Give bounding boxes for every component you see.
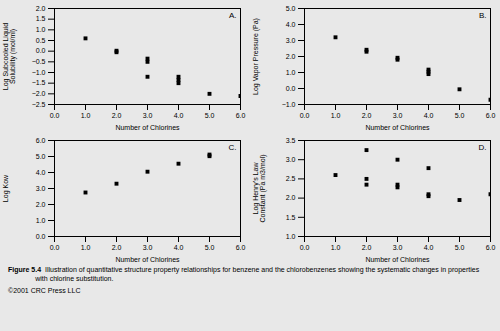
svg-text:3.0: 3.0 bbox=[393, 244, 403, 251]
svg-text:5.0: 5.0 bbox=[36, 153, 46, 160]
svg-text:0.0: 0.0 bbox=[50, 244, 60, 251]
html-text:Figure 5.4 Illustration of qua: Figure 5.4 Illustration of quantitative … bbox=[8, 266, 480, 282]
svg-text:3.0: 3.0 bbox=[286, 37, 296, 44]
svg-text:6.0: 6.0 bbox=[486, 244, 496, 251]
svg-text:Log Kow: Log Kow bbox=[2, 174, 10, 202]
svg-text:2.0: 2.0 bbox=[36, 5, 46, 12]
svg-text:−1.0: −1.0 bbox=[282, 101, 296, 108]
svg-text:Number of Chlorines: Number of Chlorines bbox=[115, 256, 180, 263]
svg-text:2.5: 2.5 bbox=[286, 175, 296, 182]
svg-text:B.: B. bbox=[479, 11, 487, 20]
svg-text:Number of Chlorines: Number of Chlorines bbox=[365, 256, 430, 263]
svg-text:5.0: 5.0 bbox=[455, 112, 465, 119]
svg-text:3.5: 3.5 bbox=[286, 137, 296, 144]
svg-text:6.0: 6.0 bbox=[486, 112, 496, 119]
svg-text:1.0: 1.0 bbox=[331, 244, 341, 251]
svg-text:1.5: 1.5 bbox=[286, 214, 296, 221]
svg-text:A.: A. bbox=[229, 11, 237, 20]
svg-text:Number of Chlorines: Number of Chlorines bbox=[115, 124, 180, 131]
svg-text:4.0: 4.0 bbox=[174, 112, 184, 119]
svg-text:6.0: 6.0 bbox=[236, 112, 246, 119]
svg-text:1.0: 1.0 bbox=[36, 217, 46, 224]
svg-text:2.0: 2.0 bbox=[362, 112, 372, 119]
svg-text:4.0: 4.0 bbox=[424, 244, 434, 251]
svg-text:5.0: 5.0 bbox=[205, 112, 215, 119]
svg-text:2.0: 2.0 bbox=[362, 244, 372, 251]
svg-text:Log Subcooled LiquidSolubility: Log Subcooled LiquidSolubility (mol/ml) bbox=[2, 23, 17, 90]
svg-text:3.0: 3.0 bbox=[143, 244, 153, 251]
svg-text:1.5: 1.5 bbox=[36, 15, 46, 22]
html-text:©2001 CRC Press LLC: ©2001 CRC Press LLC bbox=[8, 286, 81, 294]
svg-text:6.0: 6.0 bbox=[36, 137, 46, 144]
svg-text:1.0: 1.0 bbox=[36, 26, 46, 33]
svg-text:2.0: 2.0 bbox=[112, 112, 122, 119]
svg-text:Number of Chlorines: Number of Chlorines bbox=[365, 124, 430, 131]
svg-text:1.0: 1.0 bbox=[81, 112, 91, 119]
svg-text:4.0: 4.0 bbox=[174, 244, 184, 251]
svg-text:4.0: 4.0 bbox=[36, 169, 46, 176]
svg-text:−0.5: −0.5 bbox=[32, 58, 46, 65]
svg-text:Log Vapor Pressure (Pa): Log Vapor Pressure (Pa) bbox=[252, 18, 260, 95]
svg-text:−2.5: −2.5 bbox=[32, 101, 46, 108]
svg-text:0.0: 0.0 bbox=[300, 244, 310, 251]
svg-text:6.0: 6.0 bbox=[236, 244, 246, 251]
svg-text:0.0: 0.0 bbox=[286, 85, 296, 92]
svg-text:−1.0: −1.0 bbox=[32, 69, 46, 76]
svg-text:0.5: 0.5 bbox=[36, 37, 46, 44]
svg-text:4.0: 4.0 bbox=[424, 112, 434, 119]
svg-text:Log Henry's LawConstant (Pa m3: Log Henry's LawConstant (Pa m3/mol) bbox=[252, 154, 267, 222]
svg-text:−2.0: −2.0 bbox=[32, 90, 46, 97]
svg-text:3.0: 3.0 bbox=[143, 112, 153, 119]
svg-text:−1.5: −1.5 bbox=[32, 79, 46, 86]
svg-text:C.: C. bbox=[229, 143, 237, 152]
svg-text:1.0: 1.0 bbox=[331, 112, 341, 119]
svg-text:3.0: 3.0 bbox=[286, 156, 296, 163]
svg-text:0.0: 0.0 bbox=[36, 233, 46, 240]
svg-text:0.0: 0.0 bbox=[300, 112, 310, 119]
svg-text:D.: D. bbox=[479, 143, 487, 152]
svg-text:3.0: 3.0 bbox=[36, 185, 46, 192]
svg-text:1.0: 1.0 bbox=[286, 69, 296, 76]
svg-text:4.0: 4.0 bbox=[286, 21, 296, 28]
svg-text:3.0: 3.0 bbox=[393, 112, 403, 119]
svg-text:2.0: 2.0 bbox=[36, 201, 46, 208]
svg-text:0.0: 0.0 bbox=[36, 47, 46, 54]
svg-text:2.0: 2.0 bbox=[286, 194, 296, 201]
svg-text:1.0: 1.0 bbox=[286, 233, 296, 240]
svg-text:2.0: 2.0 bbox=[286, 53, 296, 60]
svg-text:1.0: 1.0 bbox=[81, 244, 91, 251]
svg-text:5.0: 5.0 bbox=[205, 244, 215, 251]
svg-text:2.0: 2.0 bbox=[112, 244, 122, 251]
svg-text:5.0: 5.0 bbox=[286, 5, 296, 12]
svg-text:5.0: 5.0 bbox=[455, 244, 465, 251]
svg-text:0.0: 0.0 bbox=[50, 112, 60, 119]
